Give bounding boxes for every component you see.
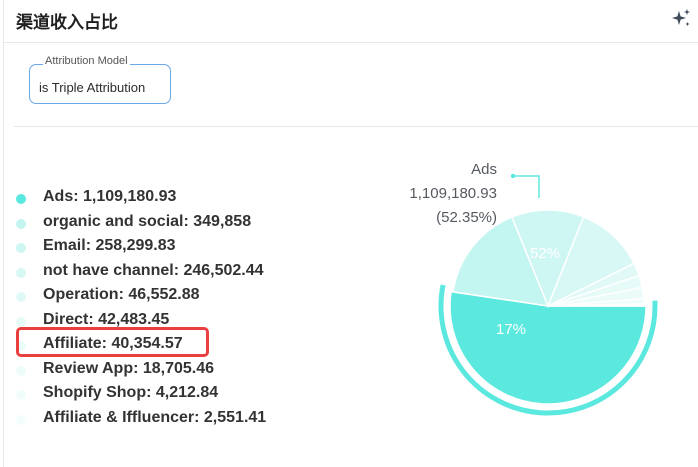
legend-color-dot [16, 390, 26, 400]
legend-label: organic and social: 349,858 [43, 212, 252, 230]
legend-color-dot [16, 365, 26, 376]
header-divider [4, 42, 698, 43]
pie-slice[interactable] [452, 216, 550, 307]
legend-color-dot [16, 341, 26, 351]
legend-color-dot [16, 243, 26, 253]
callout-value: 1,109,180.93 [409, 185, 497, 202]
pie-slice[interactable] [510, 209, 585, 309]
pie-slice[interactable] [547, 304, 645, 307]
legend-label: not have channel: 246,502.44 [43, 261, 264, 279]
filter-label: Attribution Model [43, 55, 130, 67]
pie-slice[interactable] [546, 215, 636, 308]
legend-color-dot [16, 267, 26, 278]
card-title: 渠道收入占比 [16, 13, 118, 32]
sparkle-icon[interactable] [670, 7, 692, 29]
attribution-model-filter[interactable]: is Triple Attribution [29, 64, 171, 104]
legend-color-dot [16, 218, 26, 229]
highlight-annotation [16, 327, 209, 357]
filter-value: is Triple Attribution [39, 80, 146, 95]
pie-slice[interactable] [449, 290, 647, 405]
legend-label: Affiliate: 40,354.57 [43, 335, 183, 352]
legend-color-dot [16, 316, 26, 327]
legend-label: Review App: 18,705.46 [43, 359, 215, 377]
callout-name: Ads [471, 161, 497, 178]
legend-label: Email: 258,299.83 [43, 237, 176, 254]
callout-dot [510, 173, 516, 179]
card-left-border [3, 0, 4, 467]
callout-percent: (52.35%) [436, 209, 497, 226]
legend-color-dot [16, 292, 26, 302]
legend-label: Shopify Shop: 4,212.84 [43, 384, 219, 401]
legend-label: Ads: 1,109,180.93 [43, 188, 177, 205]
legend-label: Operation: 46,552.88 [43, 286, 200, 303]
legend-label: Affiliate & Iffluencer: 2,551.41 [43, 408, 267, 426]
filter-divider [14, 126, 698, 127]
legend-color-dot [16, 194, 26, 204]
callout-leader-line [513, 175, 540, 198]
legend-color-dot [16, 414, 26, 425]
legend-label: Direct: 42,483.45 [43, 310, 170, 328]
